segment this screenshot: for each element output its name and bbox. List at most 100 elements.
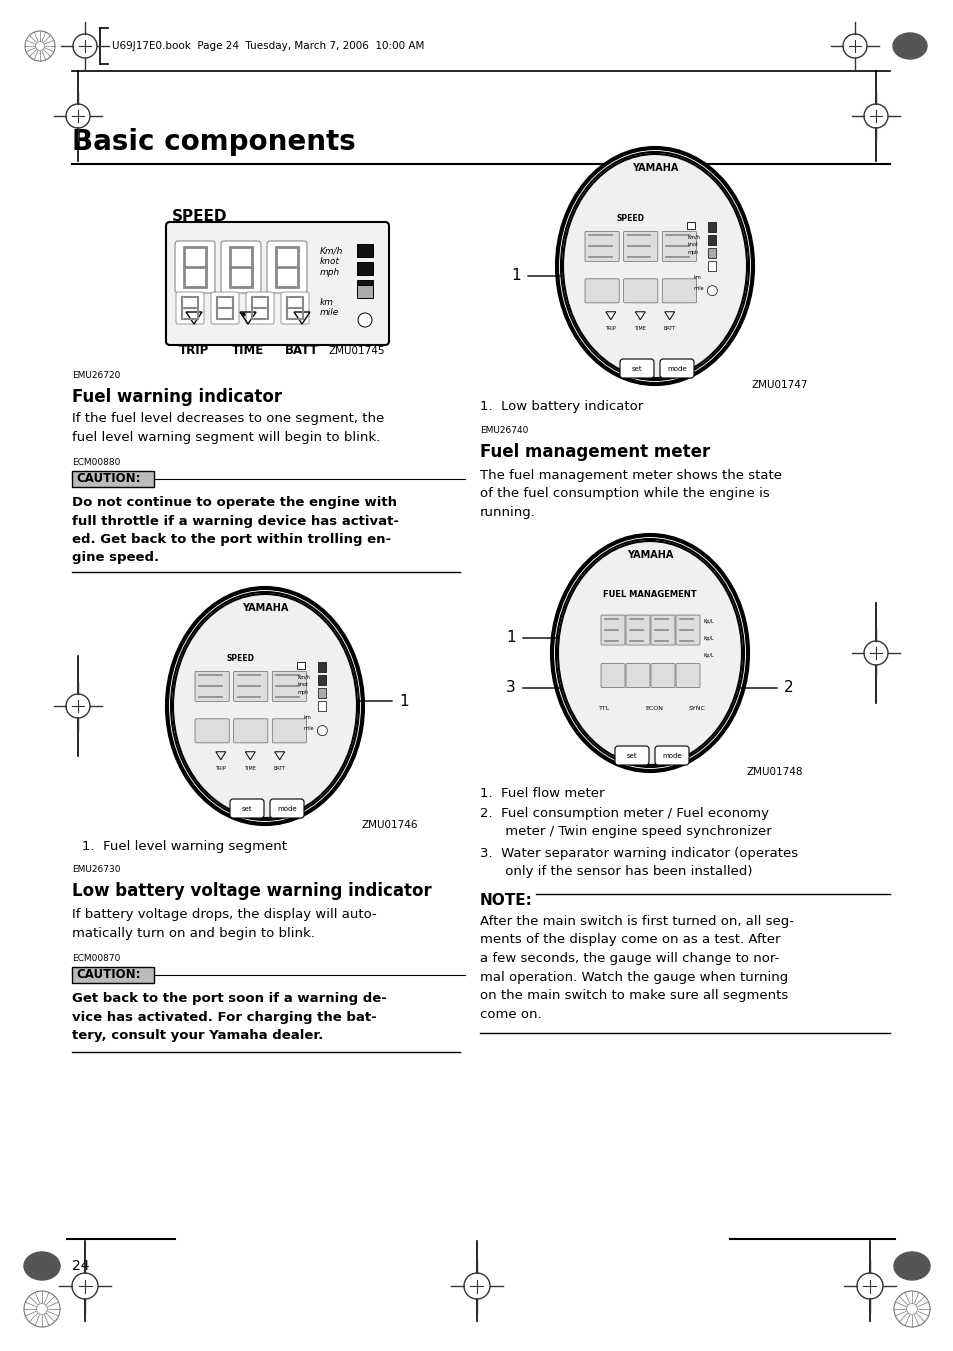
Ellipse shape bbox=[893, 1252, 929, 1279]
Ellipse shape bbox=[562, 154, 746, 378]
Bar bbox=[318, 689, 326, 698]
Text: TIME: TIME bbox=[232, 345, 264, 357]
Ellipse shape bbox=[24, 1252, 60, 1279]
Text: 1.  Fuel level warning segment: 1. Fuel level warning segment bbox=[82, 840, 287, 852]
FancyBboxPatch shape bbox=[661, 278, 696, 303]
Ellipse shape bbox=[560, 153, 748, 380]
Text: only if the sensor has been installed): only if the sensor has been installed) bbox=[483, 865, 752, 878]
FancyBboxPatch shape bbox=[623, 231, 658, 261]
Text: SYNC: SYNC bbox=[688, 707, 705, 712]
FancyBboxPatch shape bbox=[267, 240, 307, 293]
Text: YAMAHA: YAMAHA bbox=[631, 163, 678, 173]
FancyBboxPatch shape bbox=[650, 615, 675, 644]
FancyBboxPatch shape bbox=[233, 719, 268, 743]
FancyBboxPatch shape bbox=[650, 663, 675, 688]
Bar bbox=[686, 222, 695, 230]
Text: 1.  Low battery indicator: 1. Low battery indicator bbox=[479, 400, 642, 413]
Text: meter / Twin engine speed synchronizer: meter / Twin engine speed synchronizer bbox=[483, 825, 771, 838]
Ellipse shape bbox=[556, 539, 743, 767]
Text: ECM00880: ECM00880 bbox=[71, 458, 120, 467]
Text: knot: knot bbox=[297, 682, 308, 688]
Text: 2.  Fuel consumption meter / Fuel economy: 2. Fuel consumption meter / Fuel economy bbox=[479, 807, 768, 820]
Text: Get back to the port soon if a warning de-
vice has activated. For charging the : Get back to the port soon if a warning d… bbox=[71, 992, 387, 1042]
FancyBboxPatch shape bbox=[281, 292, 309, 324]
Text: EMU26720: EMU26720 bbox=[71, 372, 120, 380]
Text: YAMAHA: YAMAHA bbox=[241, 603, 288, 613]
Text: Kp/L: Kp/L bbox=[702, 619, 714, 624]
Text: ZMU01747: ZMU01747 bbox=[751, 380, 807, 390]
Text: 1: 1 bbox=[511, 269, 520, 284]
Text: BATT: BATT bbox=[274, 766, 286, 771]
Text: SPEED: SPEED bbox=[226, 654, 254, 663]
Text: mph: mph bbox=[319, 267, 340, 277]
FancyBboxPatch shape bbox=[676, 615, 700, 644]
Bar bbox=[708, 235, 716, 246]
Text: TTL: TTL bbox=[598, 707, 610, 712]
FancyBboxPatch shape bbox=[676, 663, 700, 688]
Text: BATT: BATT bbox=[663, 326, 675, 331]
FancyBboxPatch shape bbox=[246, 292, 274, 324]
Text: mph: mph bbox=[297, 690, 308, 696]
Text: 1.  Fuel flow meter: 1. Fuel flow meter bbox=[479, 788, 604, 800]
Bar bbox=[297, 662, 305, 669]
FancyBboxPatch shape bbox=[175, 292, 204, 324]
Text: Fuel warning indicator: Fuel warning indicator bbox=[71, 388, 282, 407]
Text: mile: mile bbox=[319, 308, 339, 317]
Circle shape bbox=[357, 313, 372, 327]
Text: TIME: TIME bbox=[634, 326, 645, 331]
Bar bbox=[356, 245, 373, 257]
Text: knot: knot bbox=[686, 242, 698, 247]
Text: U69J17E0.book  Page 24  Tuesday, March 7, 2006  10:00 AM: U69J17E0.book Page 24 Tuesday, March 7, … bbox=[112, 41, 424, 51]
FancyBboxPatch shape bbox=[166, 222, 389, 345]
Text: If the fuel level decreases to one segment, the
fuel level warning segment will : If the fuel level decreases to one segme… bbox=[71, 412, 384, 443]
Bar bbox=[350, 236, 355, 242]
Text: mile: mile bbox=[693, 286, 703, 292]
FancyBboxPatch shape bbox=[584, 231, 618, 261]
Bar bbox=[708, 261, 716, 272]
Bar bbox=[356, 262, 373, 276]
Text: Kp/L: Kp/L bbox=[702, 653, 714, 658]
Text: ZMU01745: ZMU01745 bbox=[328, 346, 385, 357]
FancyBboxPatch shape bbox=[619, 359, 654, 378]
Text: CAUTION:: CAUTION: bbox=[76, 473, 140, 485]
Text: km: km bbox=[303, 715, 311, 720]
Text: Kp/L: Kp/L bbox=[702, 636, 714, 642]
Ellipse shape bbox=[557, 149, 752, 384]
Circle shape bbox=[706, 285, 717, 296]
Text: mile: mile bbox=[303, 725, 314, 731]
Text: 1: 1 bbox=[398, 693, 408, 708]
Ellipse shape bbox=[558, 540, 741, 765]
Text: set: set bbox=[241, 807, 252, 812]
Text: Km/h: Km/h bbox=[297, 674, 310, 680]
Text: TRIP: TRIP bbox=[178, 345, 209, 357]
FancyBboxPatch shape bbox=[661, 231, 696, 261]
Text: 3.  Water separator warning indicator (operates: 3. Water separator warning indicator (op… bbox=[479, 847, 798, 861]
FancyBboxPatch shape bbox=[270, 798, 304, 817]
Text: YAMAHA: YAMAHA bbox=[626, 550, 673, 561]
FancyBboxPatch shape bbox=[584, 278, 618, 303]
Text: ZMU01746: ZMU01746 bbox=[361, 820, 418, 830]
Text: BATT: BATT bbox=[285, 345, 318, 357]
Text: set: set bbox=[626, 753, 637, 759]
Text: Fuel management meter: Fuel management meter bbox=[479, 443, 709, 461]
FancyBboxPatch shape bbox=[71, 967, 153, 984]
Text: TIME: TIME bbox=[244, 766, 256, 771]
FancyBboxPatch shape bbox=[615, 746, 648, 765]
Text: set: set bbox=[631, 366, 641, 372]
Text: ECM00870: ECM00870 bbox=[71, 954, 120, 963]
FancyBboxPatch shape bbox=[623, 278, 658, 303]
FancyBboxPatch shape bbox=[233, 671, 268, 701]
FancyBboxPatch shape bbox=[655, 746, 688, 765]
Text: EMU26740: EMU26740 bbox=[479, 426, 528, 435]
FancyBboxPatch shape bbox=[211, 292, 239, 324]
Ellipse shape bbox=[552, 535, 747, 771]
Ellipse shape bbox=[172, 594, 356, 817]
FancyBboxPatch shape bbox=[600, 615, 624, 644]
Text: Km/h: Km/h bbox=[319, 246, 343, 255]
FancyBboxPatch shape bbox=[272, 719, 306, 743]
Text: Do not continue to operate the engine with
full throttle if a warning device has: Do not continue to operate the engine wi… bbox=[71, 496, 398, 565]
Bar bbox=[708, 223, 716, 232]
Bar bbox=[318, 662, 326, 673]
Text: 24: 24 bbox=[71, 1259, 90, 1273]
FancyBboxPatch shape bbox=[230, 798, 264, 817]
